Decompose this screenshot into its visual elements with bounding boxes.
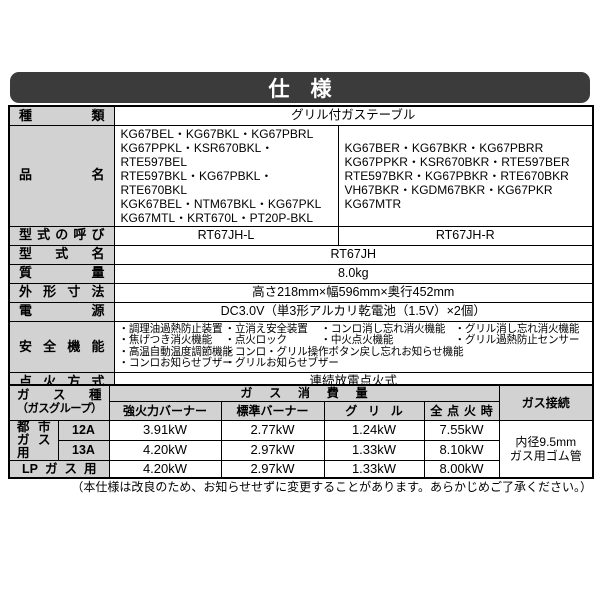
spec-label-product-name: 品名 — [8, 124, 115, 227]
city-gas-line: ガス用 — [17, 433, 51, 460]
spec-table: 種類 グリル付ガステーブル 品名 KG67BEL・KG67BKL・KG67PBR… — [8, 105, 595, 412]
product-name-line: KG67PPKR・KSR670BKR・RTE597BER — [344, 154, 570, 169]
gas-value: 4.20kW — [108, 460, 222, 479]
col-header-grill: グリル — [323, 401, 425, 421]
safety-item: ・立消え安全装置 — [224, 322, 308, 335]
spec-value-dimensions: 高さ218mm×幅596mm×奥行452mm — [113, 282, 594, 303]
spec-label-dimensions: 外形寸法 — [8, 282, 115, 303]
gas-value: 3.91kW — [108, 420, 222, 441]
spec-label-safety: 安全機能 — [8, 320, 115, 373]
gas-group-header: （ガスグループ） — [16, 403, 103, 416]
safety-item: ・コンロ・グリル操作ボタン戻し忘れお知らせ機能 — [224, 345, 464, 358]
product-name-line: KG67PPKL・KSR670BKL・RTE597BEL — [120, 140, 274, 169]
spec-label-mass: 質量 — [8, 263, 115, 284]
safety-item: ・高温自動温度調節機能 — [118, 345, 234, 358]
row-header-13a: 13A — [57, 440, 110, 461]
product-names-right: KG67BER・KG67BKR・KG67PBRR KG67PPKR・KSR670… — [337, 124, 594, 227]
safety-item: ・コンロお知らせブザー — [118, 357, 233, 370]
safety-item: ・グリル消し忘れ消火機能 — [454, 322, 580, 335]
gas-value: 8.10kW — [423, 440, 500, 461]
product-name-line: RTE597BKR・KG67PBKR・RTE670BKR — [344, 168, 569, 183]
safety-item: ・コンロ消し忘れ消火機能 — [320, 322, 446, 335]
spec-value-model-call-left: RT67JH-L — [113, 225, 339, 246]
row-header-12a: 12A — [57, 420, 110, 441]
gas-value: 2.77kW — [220, 420, 325, 441]
spec-label-power: 電源 — [8, 301, 115, 322]
gas-value: 4.20kW — [108, 440, 222, 461]
page-title: 仕 様 — [268, 77, 332, 101]
gas-value: 8.00kW — [423, 460, 500, 479]
product-name-line: KG67MTL・KRT670L・PT20P-BKL — [120, 210, 314, 225]
product-name-line: KGK67BEL・NTM67BKL・KG67PKL — [120, 196, 322, 211]
page-title-bar: 仕 様 — [10, 72, 590, 103]
safety-line: ・コンロお知らせブザー ・グリルお知らせブザー — [119, 358, 593, 370]
gas-value: 2.97kW — [220, 460, 325, 479]
spec-label-model-name: 型式名 — [8, 244, 115, 265]
row-header-lp-gas: LPガス用 — [8, 460, 110, 479]
spec-label-model-call: 型式の呼び — [8, 225, 115, 246]
connection-line: ガス用ゴム管 — [509, 449, 582, 464]
product-names-left: KG67BEL・KG67BKL・KG67PBRL KG67PPKL・KSR670… — [113, 124, 339, 227]
gas-value: 1.33kW — [323, 460, 425, 479]
spec-value-safety: ・調理油過熱防止装置 ・立消え安全装置 ・コンロ消し忘れ消火機能 ・グリル消し忘… — [113, 320, 594, 373]
product-name-line: KG67BEL・KG67BKL・KG67PBRL — [120, 126, 314, 141]
gas-consumption-table: ガス種 （ガスグループ） ガス消費量 ガス接続 強火力バーナー 標準バーナー グ… — [8, 384, 594, 480]
row-header-city-gas: 都市 ガス用 — [8, 420, 59, 461]
product-name-line: KG67MTR — [344, 196, 402, 211]
safety-line: ・高温自動温度調節機能 ・コンロ・グリル操作ボタン戻し忘れお知らせ機能 — [118, 345, 593, 359]
safety-line: ・焦げつき消火機能 ・点火ロック ・中火点火機能 ・グリル過熱防止センサー — [118, 334, 593, 347]
spec-value-model-call-right: RT67JH-R — [337, 225, 594, 246]
gas-consumption-header: ガス消費量 — [108, 384, 500, 402]
safety-item: ・点火ロック — [224, 334, 288, 347]
product-name-line: RTE597BKL・KG67PBKL・RTE670BKL — [120, 168, 273, 197]
gas-value: 7.55kW — [423, 420, 500, 441]
safety-item: ・グリル過熱防止センサー — [454, 334, 580, 347]
product-name-line: KG67BER・KG67BKR・KG67PBRR — [344, 140, 544, 155]
spec-value-mass: 8.0kg — [113, 263, 594, 284]
col-header-standard-burner: 標準バーナー — [220, 401, 325, 421]
safety-item: ・グリルお知らせブザー — [224, 357, 339, 370]
safety-line: ・調理油過熱防止装置 ・立消え安全装置 ・コンロ消し忘れ消火機能 ・グリル消し忘… — [118, 322, 593, 336]
spec-label-type: 種類 — [8, 105, 115, 126]
product-name-line: VH67BKR・KGDM67BKR・KG67PKR — [344, 182, 553, 197]
col-header-all-burners: 全点火時 — [423, 401, 500, 421]
disclaimer-note: （本仕様は改良のため、お知らせせずに変更することがあります。あらかじめご了承くだ… — [71, 480, 592, 494]
gas-connection-cell: 内径9.5mm ガス用ゴム管 — [498, 420, 594, 479]
spec-value-type: グリル付ガステーブル — [113, 105, 594, 126]
gas-type-header: ガス種 — [17, 388, 102, 403]
gas-type-header-cell: ガス種 （ガスグループ） — [8, 384, 110, 421]
city-gas-line: 都市 — [17, 420, 51, 434]
spec-value-model-name: RT67JH — [113, 244, 594, 265]
safety-item: ・調理油過熱防止装置 — [118, 322, 223, 335]
gas-connection-header: ガス接続 — [498, 384, 594, 421]
connection-line: 内径9.5mm — [515, 435, 577, 450]
safety-item: ・焦げつき消火機能 — [118, 334, 213, 347]
gas-value: 1.33kW — [323, 440, 425, 461]
safety-item: ・中火点火機能 — [320, 334, 394, 347]
spec-value-power: DC3.0V（単3形アルカリ乾電池（1.5V）×2個） — [113, 301, 594, 322]
col-header-high-power-burner: 強火力バーナー — [108, 401, 222, 421]
gas-value: 2.97kW — [220, 440, 325, 461]
gas-value: 1.24kW — [323, 420, 425, 441]
